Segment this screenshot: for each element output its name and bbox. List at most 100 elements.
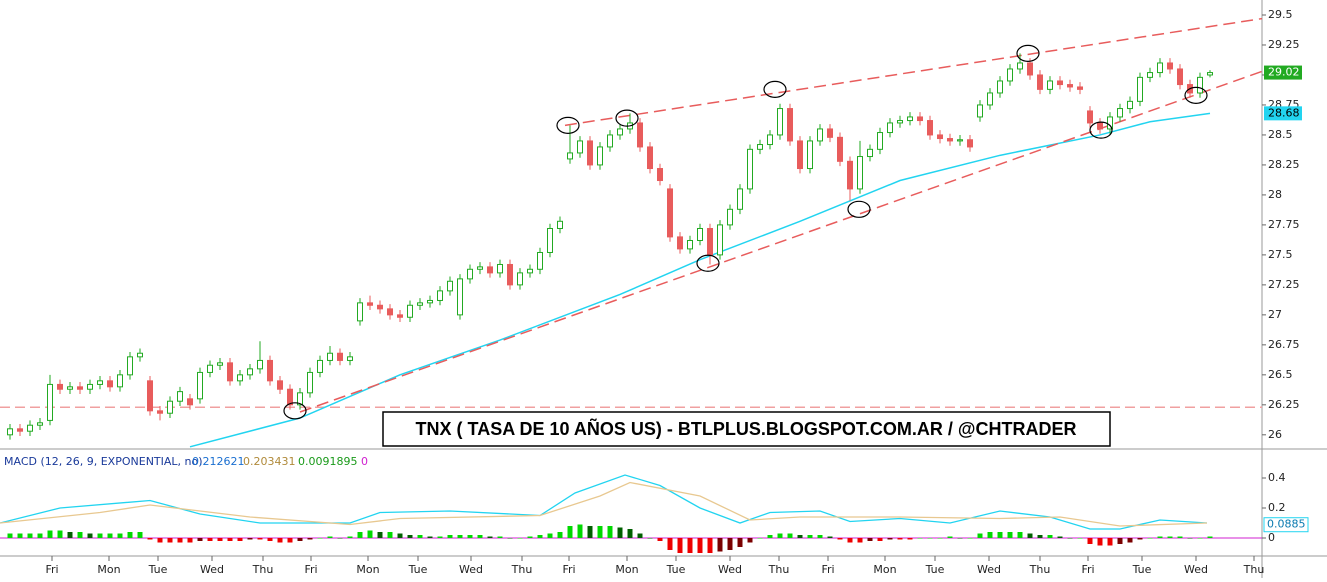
candle-body (267, 359, 273, 382)
candle-body (317, 359, 323, 373)
histogram-bar (227, 538, 233, 541)
histogram-bar (1007, 532, 1013, 538)
annotation-circle (283, 402, 307, 420)
macd-header-value: 0.203431 (243, 455, 296, 468)
candle-body (1117, 108, 1123, 118)
histogram-bar (647, 538, 653, 539)
histogram-bar (957, 538, 963, 539)
y-tick-label: 27 (1268, 308, 1282, 321)
y-tick-label: 29.25 (1268, 38, 1300, 51)
annotation-circle (1184, 86, 1208, 104)
histogram-bar (697, 538, 703, 553)
histogram-bar (1157, 536, 1163, 538)
histogram-bar (707, 538, 713, 553)
x-tick-label: Fri (821, 563, 834, 576)
candle-body (657, 168, 663, 182)
histogram-bar (367, 530, 373, 538)
histogram-bar (197, 538, 203, 541)
histogram-bar (307, 538, 313, 540)
histogram-bar (717, 538, 723, 552)
histogram-bar (27, 533, 33, 538)
candle-body (207, 364, 213, 373)
candle-body (1167, 62, 1173, 70)
candle-body (917, 116, 923, 122)
candle-body (17, 428, 23, 432)
histogram-bar (657, 538, 663, 541)
candle-body (607, 134, 613, 148)
candle-body (457, 278, 463, 316)
candle-body (367, 302, 373, 306)
y-tick-label: 28 (1268, 188, 1282, 201)
candle-body (447, 280, 453, 292)
candle-body (47, 383, 53, 421)
y-tick-label: 28.5 (1268, 128, 1293, 141)
histogram-bar (867, 538, 873, 541)
candle-body (737, 188, 743, 210)
histogram-bar (327, 536, 333, 538)
y-tick-label: 0.4 (1268, 471, 1286, 484)
title-box (382, 411, 1111, 447)
y-tick-label: 26 (1268, 428, 1282, 441)
candle-body (1017, 62, 1023, 70)
y-tick-label: 0 (1268, 531, 1275, 544)
candle-body (557, 220, 563, 229)
candle-body (327, 352, 333, 361)
histogram-bar (737, 538, 743, 547)
histogram-bar (487, 536, 493, 538)
candle-body (167, 400, 173, 414)
histogram-bar (467, 535, 473, 538)
histogram-bar (727, 538, 733, 550)
candle-body (417, 302, 423, 306)
histogram-bar (617, 527, 623, 538)
candle-body (387, 308, 393, 316)
histogram-bar (1127, 538, 1133, 543)
histogram-bar (787, 533, 793, 538)
histogram-bar (547, 533, 553, 538)
candle-body (577, 140, 583, 154)
candle-body (337, 352, 343, 361)
candle-body (837, 136, 843, 162)
histogram-bar (77, 532, 83, 538)
histogram-bar (137, 532, 143, 538)
x-tick-label: Thu (1029, 563, 1051, 576)
candle-body (1087, 110, 1093, 124)
candle-body (1027, 62, 1033, 76)
candle-body (587, 140, 593, 166)
candle-body (947, 138, 953, 142)
candle-body (817, 128, 823, 142)
candle-body (1147, 72, 1153, 78)
candle-body (647, 146, 653, 170)
histogram-bar (987, 532, 993, 538)
histogram-bar (797, 535, 803, 538)
histogram-bar (1067, 538, 1073, 539)
histogram-bar (1097, 538, 1103, 546)
candle-body (747, 148, 753, 190)
histogram-bar (477, 535, 483, 538)
histogram-bar (627, 529, 633, 538)
histogram-bar (887, 538, 893, 540)
histogram-bar (377, 532, 383, 538)
x-tick-label: Thu (511, 563, 533, 576)
candle-body (147, 380, 153, 412)
candle-body (637, 122, 643, 148)
candle-body (307, 371, 313, 394)
histogram-bar (97, 533, 103, 538)
last-price-label: 29.02 (1268, 66, 1300, 79)
trendline (564, 17, 1262, 127)
candle-body (897, 120, 903, 124)
histogram-bar (557, 532, 563, 538)
histogram-bar (997, 532, 1003, 538)
histogram-bar (1047, 535, 1053, 538)
histogram-bar (577, 524, 583, 538)
histogram-bar (117, 533, 123, 538)
candle-body (127, 356, 133, 376)
candle-body (347, 356, 353, 361)
candle-body (297, 392, 303, 406)
histogram-bar (1147, 538, 1153, 539)
candle-body (877, 132, 883, 150)
x-tick-label: Mon (873, 563, 896, 576)
candle-body (517, 272, 523, 286)
histogram-bar (607, 526, 613, 538)
histogram-bar (1057, 536, 1063, 538)
candle-body (997, 80, 1003, 94)
